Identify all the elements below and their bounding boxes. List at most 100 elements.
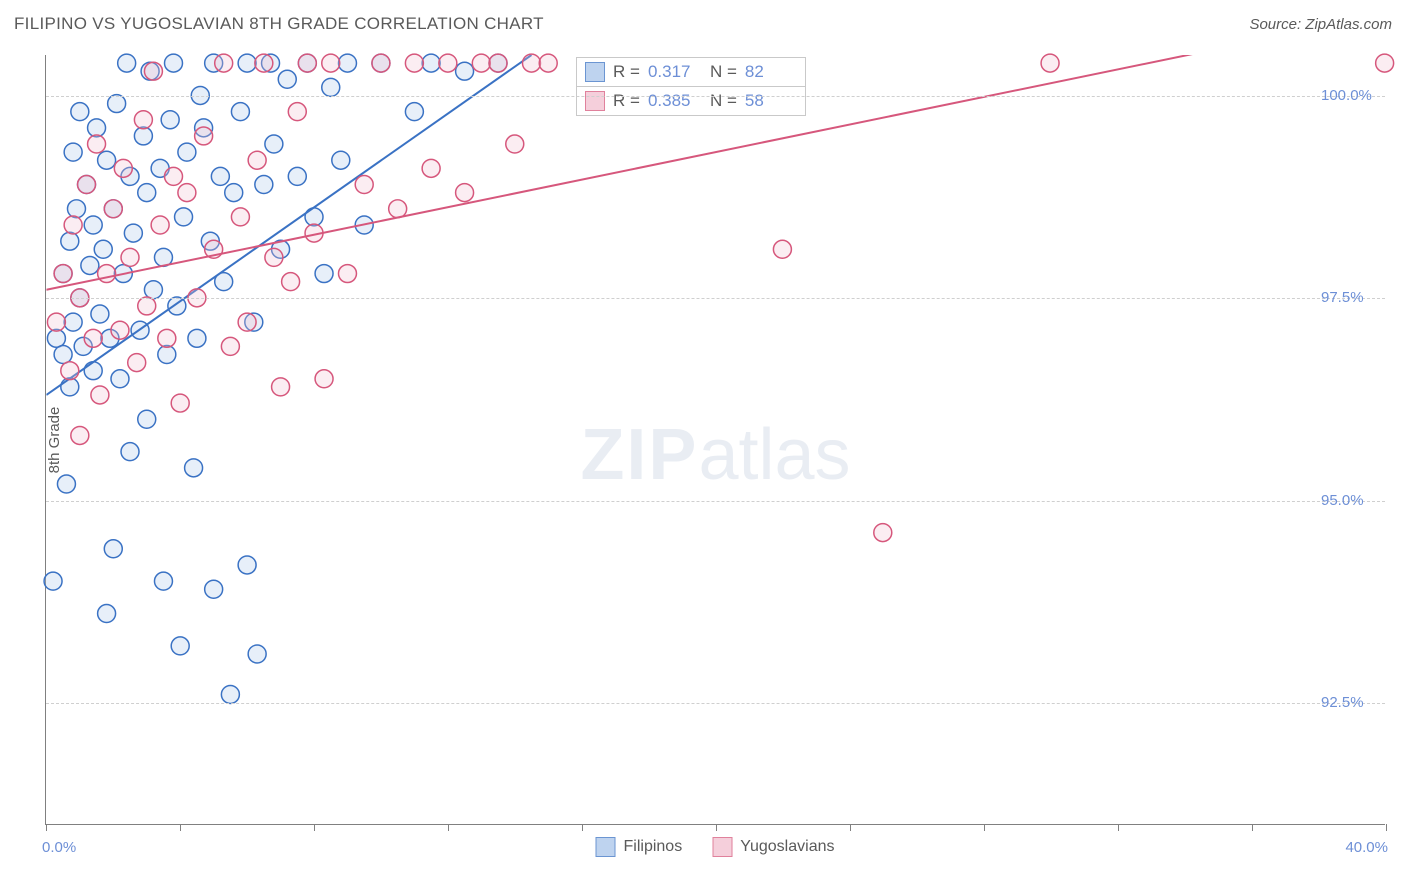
legend-swatch [596, 837, 616, 857]
data-point [64, 143, 82, 161]
data-point [338, 265, 356, 283]
x-tick [1118, 824, 1119, 831]
data-point [523, 54, 541, 72]
data-point [88, 119, 106, 137]
data-point [238, 54, 256, 72]
data-point [298, 54, 316, 72]
data-point [134, 111, 152, 129]
x-tick [1386, 824, 1387, 831]
data-point [61, 232, 79, 250]
x-tick [984, 824, 985, 831]
data-point [175, 208, 193, 226]
n-value: 58 [745, 91, 793, 111]
data-point [278, 70, 296, 88]
data-point [539, 54, 557, 72]
gridline [46, 96, 1385, 97]
legend: Filipinos Yugoslavians [596, 837, 835, 857]
data-point [1041, 54, 1059, 72]
data-point [248, 645, 266, 663]
r-value: 0.317 [648, 62, 696, 82]
data-point [231, 103, 249, 121]
data-point [144, 281, 162, 299]
data-point [61, 378, 79, 396]
r-label: R = [613, 62, 640, 82]
data-point [211, 167, 229, 185]
y-tick-label: 97.5% [1321, 289, 1364, 306]
x-tick [448, 824, 449, 831]
data-point [84, 216, 102, 234]
data-point [171, 394, 189, 412]
series-swatch [585, 62, 605, 82]
data-point [225, 184, 243, 202]
data-point [265, 135, 283, 153]
data-point [114, 159, 132, 177]
data-point [158, 346, 176, 364]
x-tick [582, 824, 583, 831]
series-swatch [585, 91, 605, 111]
data-point [231, 208, 249, 226]
data-point [874, 524, 892, 542]
stats-box: R =0.317N =82R =0.385N =58 [576, 57, 806, 116]
data-point [165, 167, 183, 185]
data-point [315, 265, 333, 283]
data-point [288, 167, 306, 185]
x-tick [314, 824, 315, 831]
chart-svg [46, 55, 1385, 824]
data-point [47, 313, 65, 331]
data-point [44, 572, 62, 590]
data-point [64, 313, 82, 331]
data-point [98, 605, 116, 623]
data-point [88, 135, 106, 153]
legend-swatch [712, 837, 732, 857]
data-point [121, 248, 139, 266]
data-point [118, 54, 136, 72]
legend-item: Yugoslavians [712, 837, 834, 857]
data-point [98, 151, 116, 169]
data-point [111, 370, 129, 388]
data-point [405, 54, 423, 72]
data-point [472, 54, 490, 72]
data-point [422, 54, 440, 72]
legend-label: Yugoslavians [740, 838, 834, 856]
data-point [282, 273, 300, 291]
data-point [221, 685, 239, 703]
data-point [221, 337, 239, 355]
data-point [165, 54, 183, 72]
data-point [355, 176, 373, 194]
legend-label: Filipinos [624, 838, 683, 856]
plot-area: ZIPatlas R =0.317N =82R =0.385N =58 92.5… [45, 55, 1385, 825]
data-point [338, 54, 356, 72]
data-point [1376, 54, 1394, 72]
x-tick [1252, 824, 1253, 831]
data-point [64, 216, 82, 234]
data-point [322, 54, 340, 72]
r-label: R = [613, 91, 640, 111]
data-point [134, 127, 152, 145]
gridline [46, 298, 1385, 299]
x-range-start: 0.0% [42, 839, 76, 856]
x-tick [46, 824, 47, 831]
x-range-end: 40.0% [1345, 839, 1388, 856]
data-point [71, 426, 89, 444]
data-point [215, 54, 233, 72]
data-point [255, 176, 273, 194]
chart-container: ZIPatlas R =0.317N =82R =0.385N =58 92.5… [45, 55, 1385, 825]
data-point [57, 475, 75, 493]
x-tick [180, 824, 181, 831]
data-point [94, 240, 112, 258]
legend-item: Filipinos [596, 837, 683, 857]
data-point [405, 103, 423, 121]
stats-row: R =0.385N =58 [577, 87, 805, 115]
data-point [124, 224, 142, 242]
data-point [315, 370, 333, 388]
n-value: 82 [745, 62, 793, 82]
data-point [84, 362, 102, 380]
data-point [205, 580, 223, 598]
data-point [332, 151, 350, 169]
data-point [773, 240, 791, 258]
data-point [154, 572, 172, 590]
data-point [456, 184, 474, 202]
data-point [128, 354, 146, 372]
data-point [71, 103, 89, 121]
data-point [272, 378, 290, 396]
